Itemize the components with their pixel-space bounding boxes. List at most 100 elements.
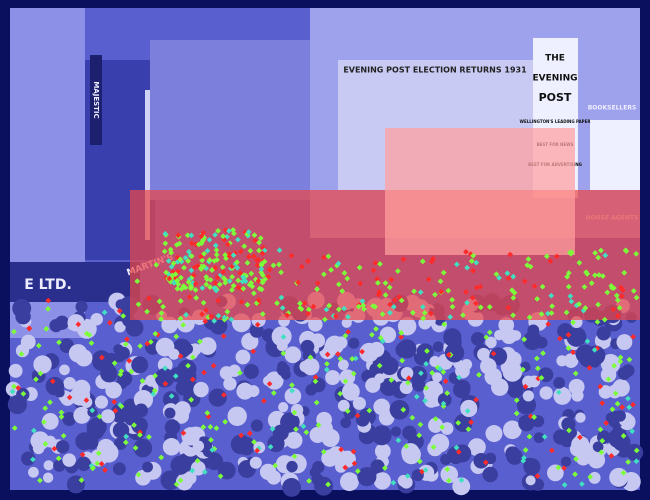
point [152, 372, 158, 379]
point [192, 287, 199, 293]
point [224, 308, 231, 315]
point [235, 284, 242, 291]
majestic-sign [90, 55, 102, 145]
point [626, 356, 633, 363]
point [630, 401, 636, 408]
point [135, 301, 142, 308]
point [112, 407, 119, 414]
point [288, 252, 295, 259]
head [92, 352, 111, 371]
point [486, 304, 493, 310]
point [611, 362, 617, 369]
point [95, 450, 102, 457]
head [477, 347, 491, 362]
head [70, 385, 91, 406]
point [276, 247, 283, 254]
point [526, 314, 533, 321]
head [485, 336, 497, 349]
head [494, 329, 505, 341]
head [440, 422, 454, 435]
point [541, 433, 548, 440]
head [368, 341, 385, 358]
point [400, 406, 407, 413]
head [243, 363, 259, 379]
head [62, 453, 76, 467]
head [380, 356, 399, 376]
point [463, 249, 469, 255]
point [583, 269, 589, 275]
head [556, 355, 568, 367]
point [252, 237, 258, 244]
head [131, 417, 148, 434]
point [158, 310, 165, 316]
point [270, 390, 277, 396]
point [144, 340, 151, 347]
point [204, 248, 211, 254]
point [324, 366, 330, 373]
head [341, 382, 360, 401]
head [198, 337, 217, 355]
point [188, 284, 195, 291]
head [55, 440, 70, 454]
point [625, 395, 631, 402]
point [573, 456, 579, 462]
point [465, 426, 472, 433]
point [79, 451, 86, 458]
point [201, 250, 207, 257]
point [256, 247, 262, 254]
point [313, 399, 320, 406]
point [78, 477, 85, 483]
point [423, 385, 430, 391]
point [222, 252, 228, 258]
point [591, 347, 598, 353]
point [563, 309, 570, 316]
point [375, 280, 381, 286]
point [116, 308, 123, 314]
head [170, 455, 190, 475]
point [419, 258, 426, 265]
point [610, 306, 617, 313]
point [344, 408, 351, 414]
point [430, 444, 437, 450]
point [156, 298, 163, 305]
point [186, 248, 192, 255]
point [128, 368, 135, 375]
point [184, 232, 191, 239]
point [614, 297, 621, 303]
shop-sign [590, 120, 640, 190]
point [566, 427, 572, 434]
point [444, 390, 450, 396]
point [470, 267, 476, 274]
head [523, 457, 536, 470]
point [246, 253, 252, 260]
point [18, 351, 25, 357]
point [342, 378, 349, 385]
point [496, 275, 502, 281]
point [582, 305, 589, 311]
point [168, 249, 175, 256]
head [598, 385, 613, 399]
point [599, 400, 605, 406]
point [597, 383, 604, 390]
ornate-building [150, 40, 310, 200]
point [181, 264, 187, 271]
point [134, 278, 141, 285]
point [579, 481, 585, 487]
head [242, 437, 254, 448]
head [374, 443, 391, 460]
head [491, 378, 509, 396]
point [198, 266, 205, 272]
point [565, 270, 572, 276]
point [592, 250, 598, 256]
head [423, 380, 444, 401]
point [139, 378, 146, 384]
head [335, 460, 348, 473]
point [254, 447, 260, 454]
head [365, 472, 376, 483]
point [83, 330, 90, 337]
head [563, 353, 579, 368]
point [534, 473, 541, 479]
head [98, 442, 119, 463]
point [421, 310, 428, 316]
point [336, 281, 342, 288]
